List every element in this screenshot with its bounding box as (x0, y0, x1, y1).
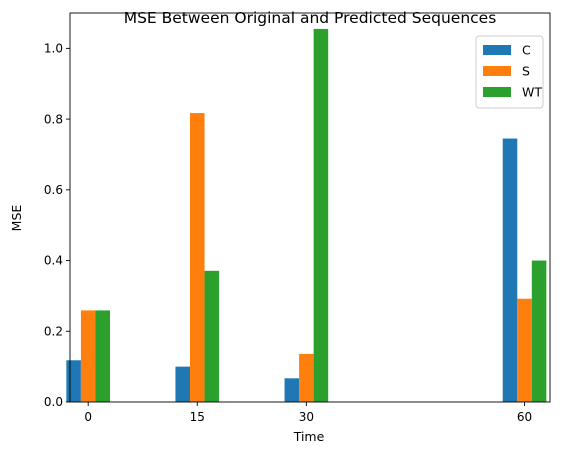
y-tick-label: 1.0 (44, 42, 63, 56)
x-tick-label: 60 (517, 410, 532, 424)
y-axis-ticks: 0.0 0.2 0.4 0.6 0.8 1.0 (44, 42, 70, 409)
bar-s-15 (190, 113, 205, 402)
y-tick-label: 0.0 (44, 395, 63, 409)
x-axis-label: Time (293, 429, 325, 444)
bar-wt-0 (95, 310, 110, 402)
x-axis-ticks: 0 15 30 60 (84, 402, 532, 424)
legend-swatch-s (483, 66, 511, 76)
x-tick-label: 30 (299, 410, 314, 424)
chart-title: MSE Between Original and Predicted Seque… (124, 9, 497, 27)
y-tick-label: 0.8 (44, 112, 63, 126)
y-tick-label: 0.4 (44, 254, 63, 268)
legend-label-c: C (522, 43, 531, 58)
bar-s-60 (517, 298, 532, 402)
legend-label-wt: WT (522, 85, 542, 100)
plot-frame (69, 12, 551, 403)
y-tick-label: 0.6 (44, 183, 63, 197)
bar-c-15 (175, 366, 190, 402)
bar-s-30 (299, 353, 314, 402)
bar-c-0 (66, 360, 81, 402)
bars-group (66, 28, 547, 403)
bar-wt-60 (531, 260, 547, 402)
y-axis-label: MSE (9, 205, 24, 232)
bar-wt-30 (313, 28, 329, 402)
bar-wt-15 (204, 270, 220, 402)
legend-swatch-wt (483, 87, 511, 97)
bar-s-0 (80, 310, 96, 402)
x-tick-label: 0 (84, 410, 92, 424)
legend-swatch-c (483, 45, 511, 55)
bar-c-30 (284, 378, 300, 402)
legend-label-s: S (522, 64, 530, 79)
legend: CS WT (475, 35, 544, 109)
x-tick-label: 15 (190, 410, 205, 424)
y-tick-label: 0.2 (44, 324, 63, 338)
bar-c-60 (502, 138, 518, 403)
